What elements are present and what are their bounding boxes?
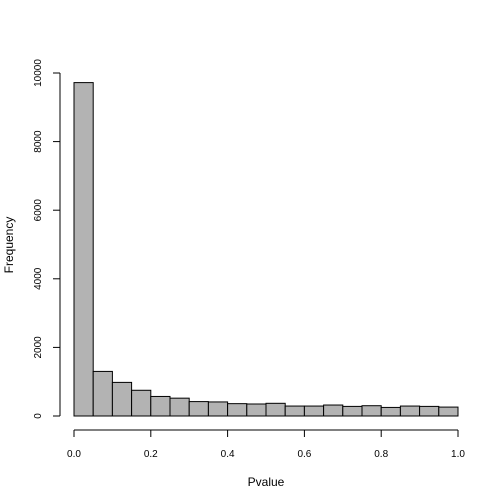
histogram-bar: [169, 397, 190, 417]
histogram-bar: [361, 405, 382, 417]
histogram-bar: [207, 401, 229, 417]
histogram-bar: [73, 82, 94, 417]
x-tick-label: 0.8: [374, 449, 388, 460]
y-tick-label: 10000: [33, 59, 44, 87]
histogram-bar: [284, 405, 305, 417]
y-tick-label: 4000: [33, 267, 44, 290]
histogram-bar: [92, 370, 113, 417]
histogram-bar: [342, 405, 363, 417]
histogram-bars: [73, 82, 459, 417]
histogram-bar: [227, 403, 248, 417]
histogram-bar: [399, 405, 421, 417]
y-tick-label: 6000: [33, 199, 44, 222]
x-tick-label: 0.2: [144, 449, 158, 460]
histogram-bar: [188, 401, 209, 417]
histogram-bar: [131, 389, 152, 417]
histogram-bar: [265, 402, 286, 417]
histogram-bar: [438, 406, 459, 417]
y-axis-title: Frequency: [2, 217, 16, 274]
histogram-bar: [150, 395, 171, 417]
y-tick-label: 8000: [33, 130, 44, 153]
histogram-bar: [303, 405, 325, 417]
histogram-bar: [323, 404, 344, 417]
histogram-bar: [111, 381, 133, 417]
y-tick-label: 0: [33, 413, 44, 419]
x-axis-title: Pvalue: [248, 475, 285, 489]
histogram-bar: [380, 406, 401, 417]
y-tick-label: 2000: [33, 336, 44, 359]
x-tick-label: 0.6: [297, 449, 311, 460]
x-tick-label: 1.0: [451, 449, 465, 460]
x-tick-label: 0.0: [67, 449, 81, 460]
histogram-bar: [246, 403, 267, 417]
histogram-bar: [419, 405, 440, 417]
x-axis: 0.0 0.2 0.4 0.6 0.8 1.0: [67, 429, 465, 460]
y-axis: 0 2000 4000 6000 8000 10000: [33, 59, 61, 419]
x-tick-label: 0.4: [221, 449, 235, 460]
